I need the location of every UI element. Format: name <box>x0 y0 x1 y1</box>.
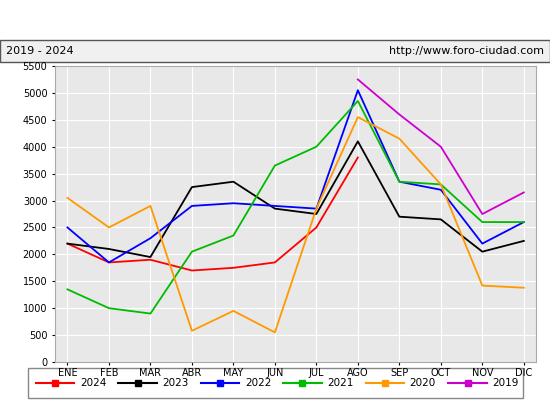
Text: 2021: 2021 <box>327 378 354 388</box>
Text: 2019: 2019 <box>492 378 519 388</box>
Text: 2022: 2022 <box>245 378 271 388</box>
Text: http://www.foro-ciudad.com: http://www.foro-ciudad.com <box>389 46 544 56</box>
Text: Evolucion Nº Turistas Nacionales en el municipio de Pantón: Evolucion Nº Turistas Nacionales en el m… <box>78 14 472 28</box>
FancyBboxPatch shape <box>28 368 522 398</box>
Text: 2024: 2024 <box>80 378 106 388</box>
Text: 2023: 2023 <box>162 378 189 388</box>
FancyBboxPatch shape <box>0 40 550 62</box>
Text: 2019 - 2024: 2019 - 2024 <box>6 46 73 56</box>
Text: 2020: 2020 <box>410 378 436 388</box>
